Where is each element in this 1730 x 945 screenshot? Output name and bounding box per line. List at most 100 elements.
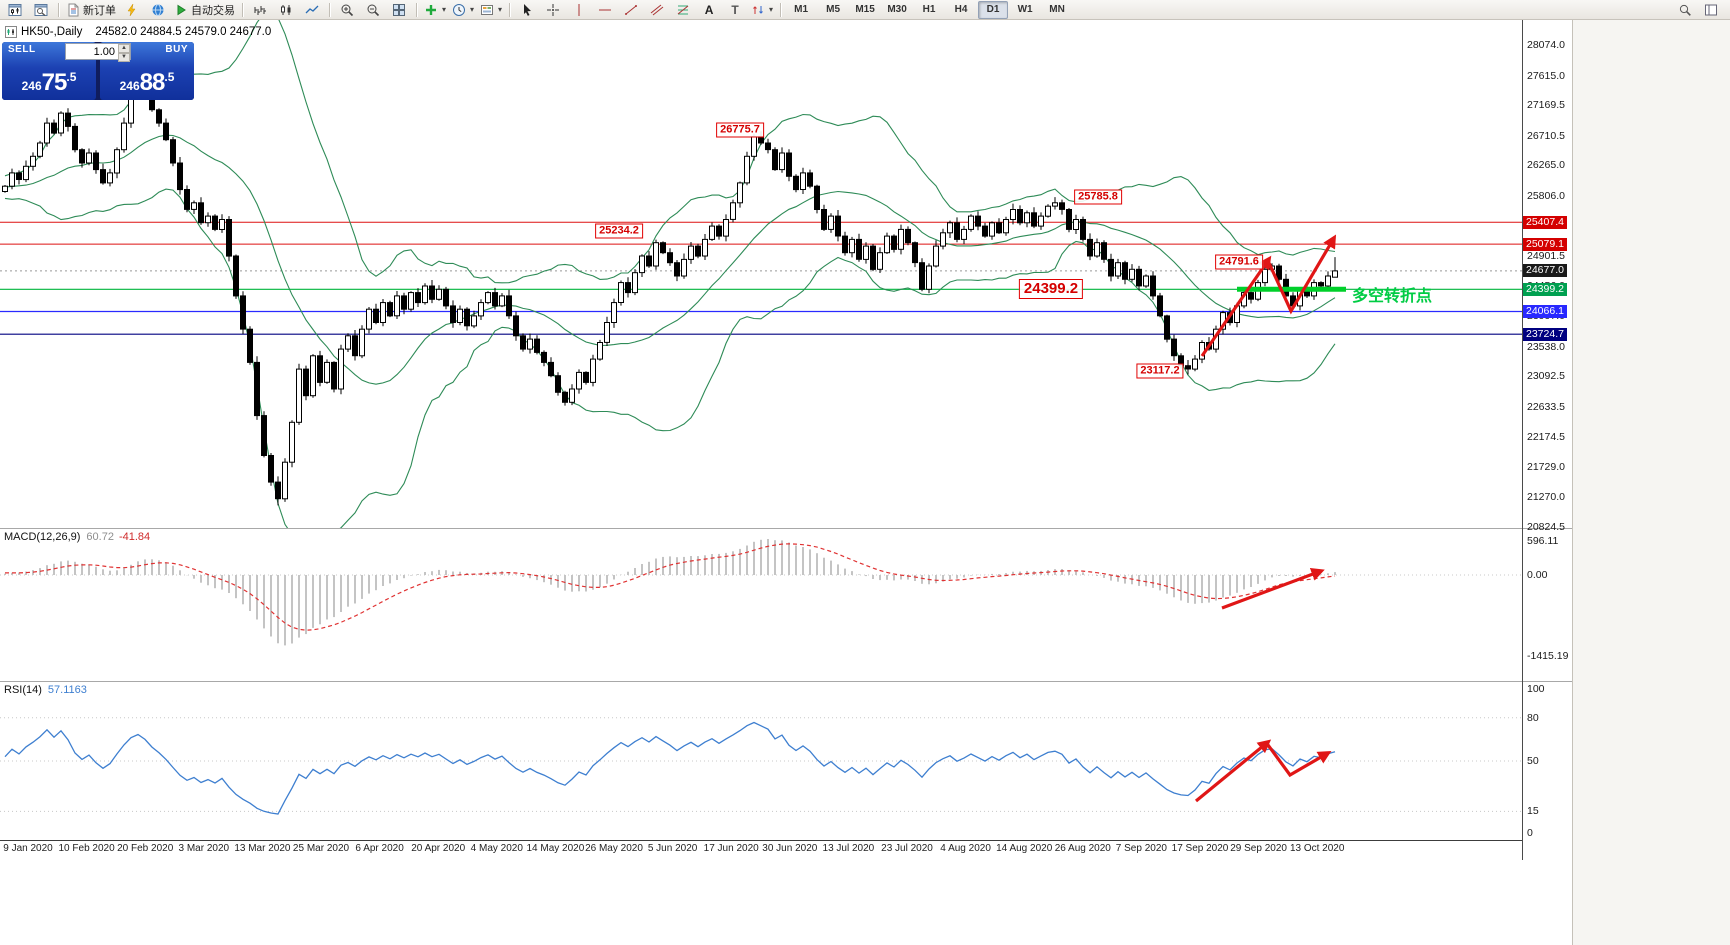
new-chart-button[interactable] xyxy=(2,0,28,20)
dropdown-caret-icon: ▾ xyxy=(442,5,447,14)
fibonacci-icon xyxy=(677,5,689,14)
macd-label: MACD(12,26,9) 60.72 -41.84 xyxy=(4,531,151,543)
timeframe-group: M1 M5 M15 M30 H1 H4 D1 W1 MN xyxy=(785,0,1073,19)
play-icon xyxy=(177,4,186,15)
channel-icon xyxy=(650,4,664,15)
one-click-trading-panel: SELL 24675.5 BUY 24688.5 1.00 ▲ ▼ xyxy=(2,42,194,100)
timeframe-H4[interactable]: H4 xyxy=(954,4,968,15)
search-icon xyxy=(1679,4,1691,16)
horizontal-line-icon xyxy=(599,9,612,10)
community-button[interactable] xyxy=(145,0,171,20)
indicators-button[interactable]: ▾ xyxy=(421,0,449,20)
chart-canvas[interactable] xyxy=(0,20,1572,860)
trendline-icon xyxy=(625,4,638,15)
cursor-tool-button[interactable] xyxy=(514,0,540,20)
timeframe-M15[interactable]: M15 xyxy=(855,4,875,15)
chart-plot xyxy=(0,20,1572,841)
text-tool-button[interactable]: A xyxy=(696,0,722,20)
search-button[interactable] xyxy=(1672,0,1698,20)
toolbar-separator xyxy=(509,2,511,17)
zoom-in-icon xyxy=(341,4,354,16)
text-label-tool-button[interactable]: T xyxy=(722,0,748,20)
volume-input[interactable]: 1.00 ▲ ▼ xyxy=(65,43,131,62)
macd-signal-value: -41.84 xyxy=(118,531,151,543)
lightning-icon xyxy=(127,3,136,16)
mql-globe-icon xyxy=(152,3,164,16)
toolbar: 新订单 自动交易 ▾ ▾ ▾ A T ▾ M1 M5 M15 M30 H1 H4 D1 W1 M… xyxy=(0,0,1730,20)
price-axis-border xyxy=(1522,20,1523,860)
dropdown-caret-icon: ▾ xyxy=(498,5,503,14)
crosshair-tool-button[interactable] xyxy=(540,0,566,20)
fibonacci-tool-button[interactable] xyxy=(670,0,696,20)
buy-label: BUY xyxy=(165,44,188,55)
toolbar-separator xyxy=(242,2,243,17)
timeframe-H1[interactable]: H1 xyxy=(922,4,936,15)
tile-windows-icon xyxy=(393,3,405,16)
new-order-icon xyxy=(68,3,79,16)
volume-spinner: ▲ ▼ xyxy=(118,44,130,62)
chart-window-icon xyxy=(8,3,22,16)
crosshair-icon xyxy=(547,3,560,16)
template-icon xyxy=(481,4,494,15)
toolbar-separator xyxy=(329,2,330,17)
candlestick-icon xyxy=(281,4,291,15)
text-tool-icon: A xyxy=(704,2,714,17)
zoom-out-button[interactable] xyxy=(360,0,386,20)
auto-trading-button[interactable]: 自动交易 xyxy=(171,0,238,20)
chart-window: HK50-,Daily 24582.0 24884.5 24579.0 2467… xyxy=(0,20,1572,860)
dropdown-caret-icon: ▾ xyxy=(470,5,475,14)
workspace-right-gap xyxy=(1572,20,1730,945)
symbol-period-label: HK50-,Daily xyxy=(21,26,83,38)
tile-windows-button[interactable] xyxy=(386,0,412,20)
chart-profiles-icon xyxy=(34,3,48,16)
zoom-in-button[interactable] xyxy=(334,0,360,20)
timeframe-M1[interactable]: M1 xyxy=(794,4,809,15)
alerts-button[interactable] xyxy=(119,0,145,20)
new-order-label: 新订单 xyxy=(83,4,116,17)
channel-tool-button[interactable] xyxy=(644,0,670,20)
toolbar-separator xyxy=(58,2,59,17)
volume-up-button[interactable]: ▲ xyxy=(118,44,130,53)
candlestick-chart-button[interactable] xyxy=(273,0,299,20)
volume-value: 1.00 xyxy=(93,46,115,58)
text-label-icon: T xyxy=(731,2,739,17)
bar-chart-button[interactable] xyxy=(247,0,273,20)
chart-title-icon xyxy=(5,26,17,38)
periods-button[interactable]: ▾ xyxy=(449,0,477,20)
zoom-out-icon xyxy=(367,4,380,16)
timeframe-D1[interactable]: D1 xyxy=(978,0,1009,19)
new-order-button[interactable]: 新订单 xyxy=(63,0,119,20)
bar-chart-icon xyxy=(254,5,266,15)
dropdown-caret-icon: ▾ xyxy=(769,5,774,14)
cursor-icon xyxy=(524,3,532,16)
panels-button[interactable] xyxy=(1698,0,1724,20)
timeframe-M5[interactable]: M5 xyxy=(826,4,841,15)
workspace-bottom-gap xyxy=(0,860,1572,945)
volume-down-button[interactable]: ▼ xyxy=(118,53,130,62)
trendline-tool-button[interactable] xyxy=(618,0,644,20)
buy-price: 24688.5 xyxy=(119,69,175,96)
timeframe-M30[interactable]: M30 xyxy=(887,4,907,15)
chinese-annotation: 多空转折点 xyxy=(1352,288,1433,305)
rsi-label: RSI(14) 57.1163 xyxy=(4,684,87,696)
line-chart-button[interactable] xyxy=(299,0,325,20)
chart-title: HK50-,Daily 24582.0 24884.5 24579.0 2467… xyxy=(5,26,271,38)
panels-icon xyxy=(1705,4,1717,15)
arrows-tool-icon xyxy=(753,5,763,14)
toolbar-separator xyxy=(416,2,417,17)
horizontal-line-tool-button[interactable] xyxy=(592,0,618,20)
timeframe-MN[interactable]: MN xyxy=(1049,4,1065,15)
sell-label: SELL xyxy=(8,44,36,55)
timeframe-W1[interactable]: W1 xyxy=(1017,4,1033,15)
auto-trading-label: 自动交易 xyxy=(191,4,235,17)
line-chart-icon xyxy=(305,5,319,13)
buy-button[interactable]: BUY 24688.5 xyxy=(100,42,194,100)
vertical-line-tool-button[interactable] xyxy=(566,0,592,20)
clock-icon xyxy=(453,3,466,16)
sell-price: 24675.5 xyxy=(21,69,77,96)
rsi-value: 57.1163 xyxy=(47,684,87,696)
templates-button[interactable]: ▾ xyxy=(477,0,505,20)
arrows-tool-button[interactable]: ▾ xyxy=(748,0,776,20)
chart-profiles-button[interactable] xyxy=(28,0,54,20)
